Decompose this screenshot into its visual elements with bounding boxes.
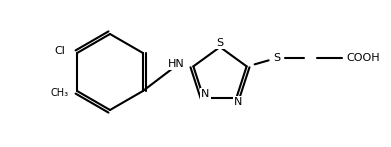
Text: Cl: Cl bbox=[54, 46, 65, 56]
Text: CH₃: CH₃ bbox=[51, 88, 69, 98]
Text: S: S bbox=[273, 53, 280, 63]
Text: HN: HN bbox=[168, 59, 185, 69]
Text: COOH: COOH bbox=[347, 53, 380, 63]
Text: N: N bbox=[234, 97, 243, 107]
Text: S: S bbox=[217, 38, 224, 48]
Text: N: N bbox=[201, 89, 210, 99]
